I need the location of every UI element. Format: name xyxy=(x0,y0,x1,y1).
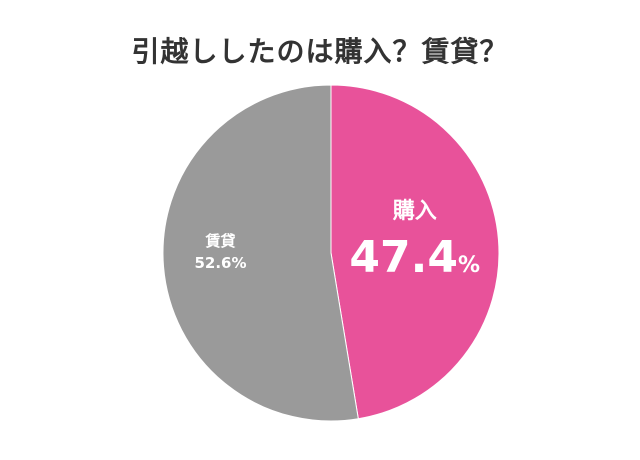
slice-value-purchase-unit: % xyxy=(458,253,480,278)
slice-value-purchase: 47.4% xyxy=(349,232,480,283)
slice-value-purchase-number: 47.4 xyxy=(349,232,458,283)
slice-value-rent: 52.6% xyxy=(194,254,246,272)
pie-slice-purchase xyxy=(330,84,500,420)
slice-label-rent: 賃貸 xyxy=(204,232,235,250)
pie-slice-rent xyxy=(162,84,359,422)
slice-label-purchase: 購入 xyxy=(393,199,437,224)
chart-title: 引越ししたのは購入？賃貸？ xyxy=(131,35,509,68)
